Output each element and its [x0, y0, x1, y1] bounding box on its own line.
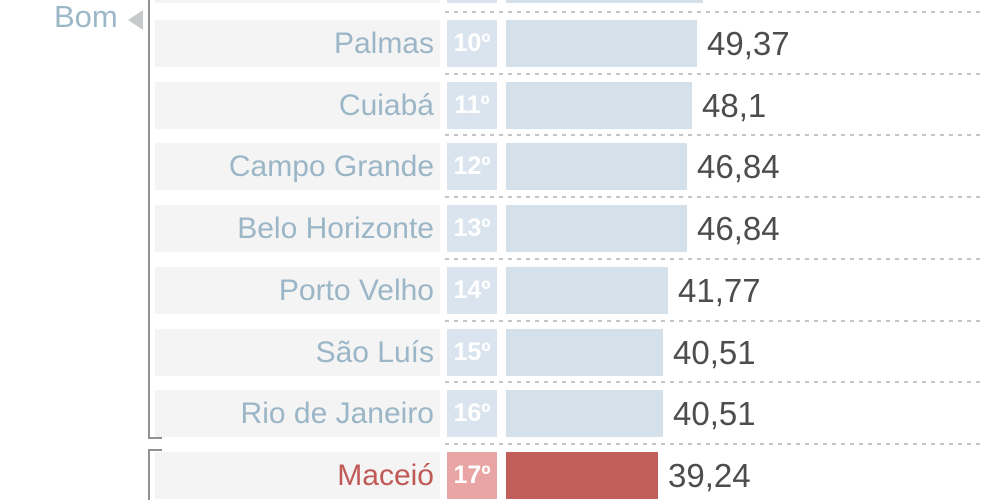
rank-badge: 15º [447, 329, 497, 376]
value-bar [506, 143, 687, 190]
city-label: Campo Grande [228, 150, 434, 183]
value-bar [506, 205, 687, 252]
rank-badge: 11º [447, 82, 497, 129]
group-bracket-lower [148, 449, 162, 500]
value-label: 40,51 [673, 334, 756, 371]
row-label-band: Palmas [155, 20, 440, 67]
value-bar [506, 82, 692, 129]
row-label-band: Porto Velho [155, 267, 440, 314]
row-separator [445, 196, 984, 198]
value-bar [506, 329, 663, 376]
left-arrow-icon [128, 10, 143, 30]
axis-direction-label: Bom [54, 0, 118, 34]
value-label: 48,1 [702, 87, 767, 124]
rank-badge: 16º [447, 390, 497, 437]
value-bar [506, 390, 663, 437]
value-label: 49,37 [707, 25, 790, 62]
cutoff-row-value-bar [506, 0, 703, 3]
row-separator [445, 381, 984, 383]
row-label-band: Belo Horizonte [155, 205, 440, 252]
group-bracket-upper [148, 0, 162, 439]
value-label: 46,84 [697, 210, 780, 247]
cutoff-row-rank-badge [447, 0, 497, 3]
rank-badge: 14º [447, 267, 497, 314]
row-label-band: São Luís [155, 329, 440, 376]
row-separator [445, 320, 984, 322]
row-label-band: Maceió [155, 452, 440, 499]
value-label: 41,77 [678, 272, 761, 309]
row-separator [445, 258, 984, 260]
value-label: 40,51 [673, 395, 756, 432]
row-label-band: Cuiabá [155, 82, 440, 129]
row-separator [445, 11, 984, 13]
city-label: Belo Horizonte [237, 212, 434, 245]
city-label: São Luís [315, 336, 434, 369]
value-label: 39,24 [668, 457, 751, 494]
city-label: Cuiabá [338, 89, 434, 122]
rank-badge: 12º [447, 143, 497, 190]
value-bar [506, 452, 658, 499]
row-label-band: Rio de Janeiro [155, 390, 440, 437]
cutoff-row-band [155, 0, 440, 3]
value-label: 46,84 [697, 148, 780, 185]
row-separator [445, 134, 984, 136]
city-label: Palmas [333, 27, 434, 60]
city-label: Porto Velho [278, 274, 434, 307]
row-separator [445, 73, 984, 75]
value-bar [506, 267, 668, 314]
value-bar [506, 20, 697, 67]
rank-badge: 17º [447, 452, 497, 499]
city-label: Maceió [337, 459, 434, 492]
row-label-band: Campo Grande [155, 143, 440, 190]
rank-badge: 10º [447, 20, 497, 67]
row-separator [445, 443, 984, 445]
city-label: Rio de Janeiro [240, 397, 434, 430]
rank-badge: 13º [447, 205, 497, 252]
